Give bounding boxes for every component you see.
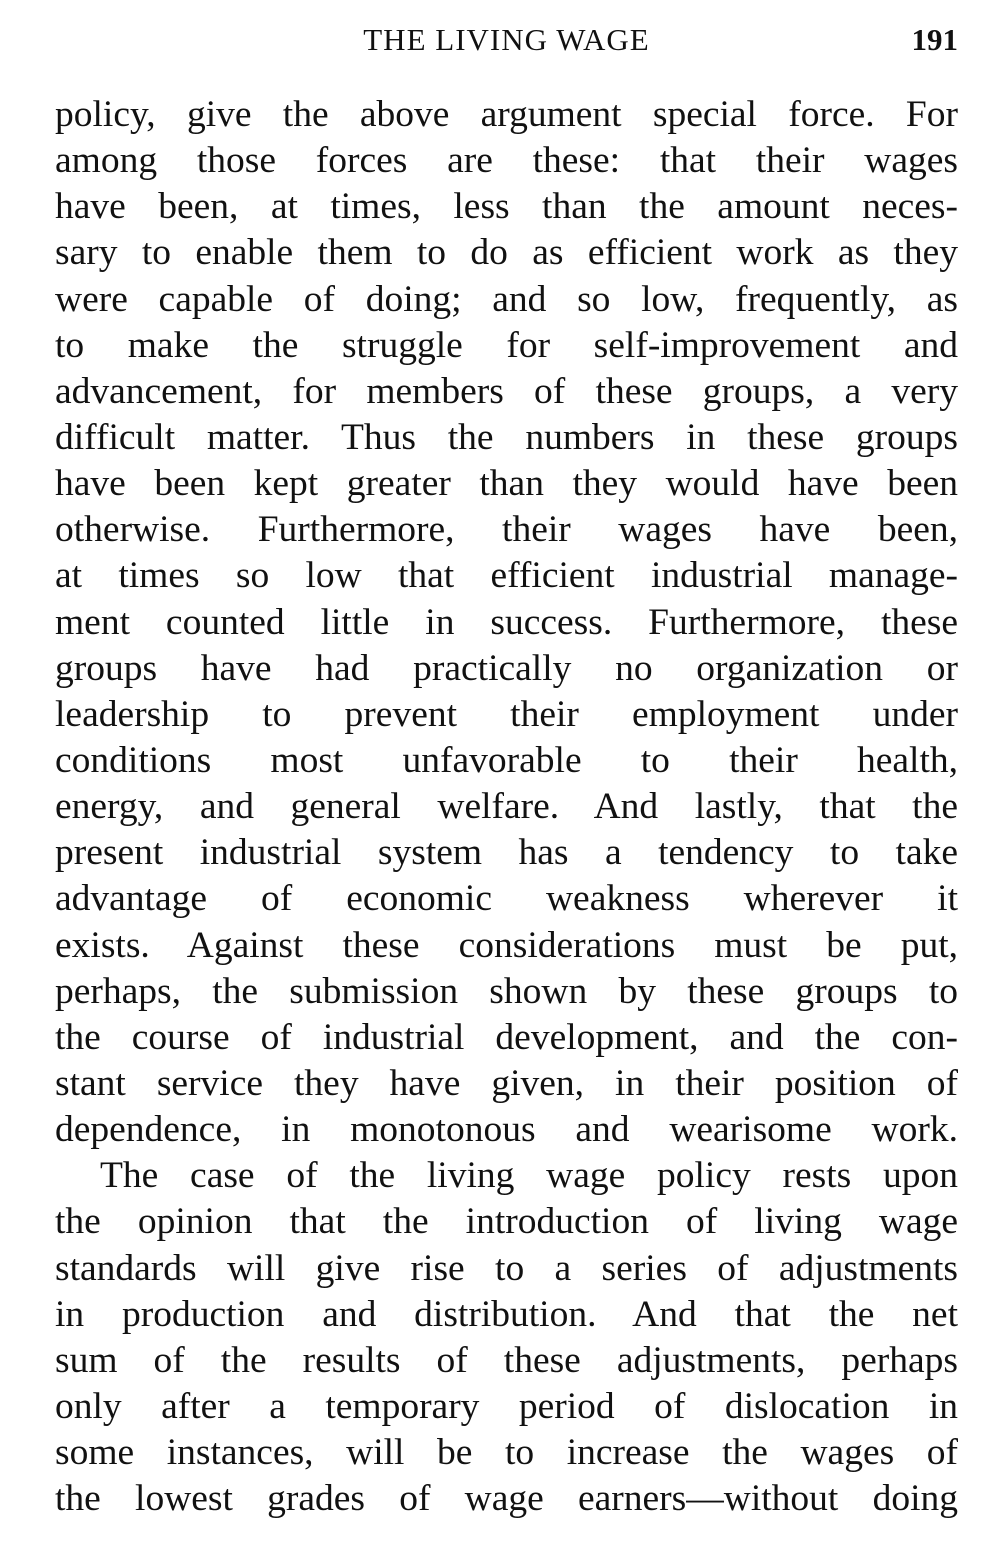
text-line: the lowest grades of wage earners—withou… [55, 1478, 958, 1520]
text-line: energy, and general welfare. And lastly,… [55, 786, 958, 828]
running-head: THE LIVING WAGE 191 [55, 22, 958, 66]
text-line: were capable of doing; and so low, frequ… [55, 278, 958, 320]
text-line: conditions most unfavorable to their hea… [55, 739, 958, 781]
text-line: otherwise. Furthermore, their wages have… [55, 509, 958, 551]
text-line: only after a temporary period of disloca… [55, 1385, 958, 1427]
text-line: sary to enable them to do as efficient w… [55, 232, 958, 274]
text-line: ment counted little in success. Furtherm… [55, 601, 958, 643]
text-line: leadership to prevent their employment u… [55, 693, 958, 735]
text-line: dependence, in monotonous and wearisome … [55, 1109, 958, 1151]
text-line: advantage of economic weakness wherever … [55, 878, 958, 920]
body-text: policy, give the above argument special … [55, 92, 958, 1522]
text-line: difficult matter. Thus the numbers in th… [55, 416, 958, 458]
text-line: stant service they have given, in their … [55, 1062, 958, 1104]
text-line: the course of industrial development, an… [55, 1016, 958, 1058]
text-line: some instances, will be to increase the … [55, 1432, 958, 1474]
text-line: among those forces are these: that their… [55, 140, 958, 182]
page-number: 191 [911, 22, 959, 57]
text-line: policy, give the above argument special … [55, 94, 958, 135]
text-line: present industrial system has a tendency… [55, 832, 958, 874]
text-line: have been, at times, less than the amoun… [55, 186, 958, 228]
text-line: The case of the living wage policy rests… [100, 1155, 958, 1197]
text-line: sum of the results of these adjustments,… [55, 1339, 958, 1381]
text-line: perhaps, the submission shown by these g… [55, 970, 958, 1012]
text-line: have been kept greater than they would h… [55, 463, 958, 505]
running-head-title: THE LIVING WAGE [363, 22, 650, 57]
text-line: the opinion that the introduction of liv… [55, 1201, 958, 1243]
text-line: groups have had practically no organizat… [55, 647, 958, 689]
text-line: to make the struggle for self-improvemen… [55, 324, 958, 366]
text-line: at times so low that efficient industria… [55, 555, 958, 597]
text-line: advancement, for members of these groups… [55, 370, 958, 412]
text-line: standards will give rise to a series of … [55, 1247, 958, 1289]
text-line: exists. Against these considerations mus… [55, 924, 958, 966]
text-line: in production and distribution. And that… [55, 1293, 958, 1335]
